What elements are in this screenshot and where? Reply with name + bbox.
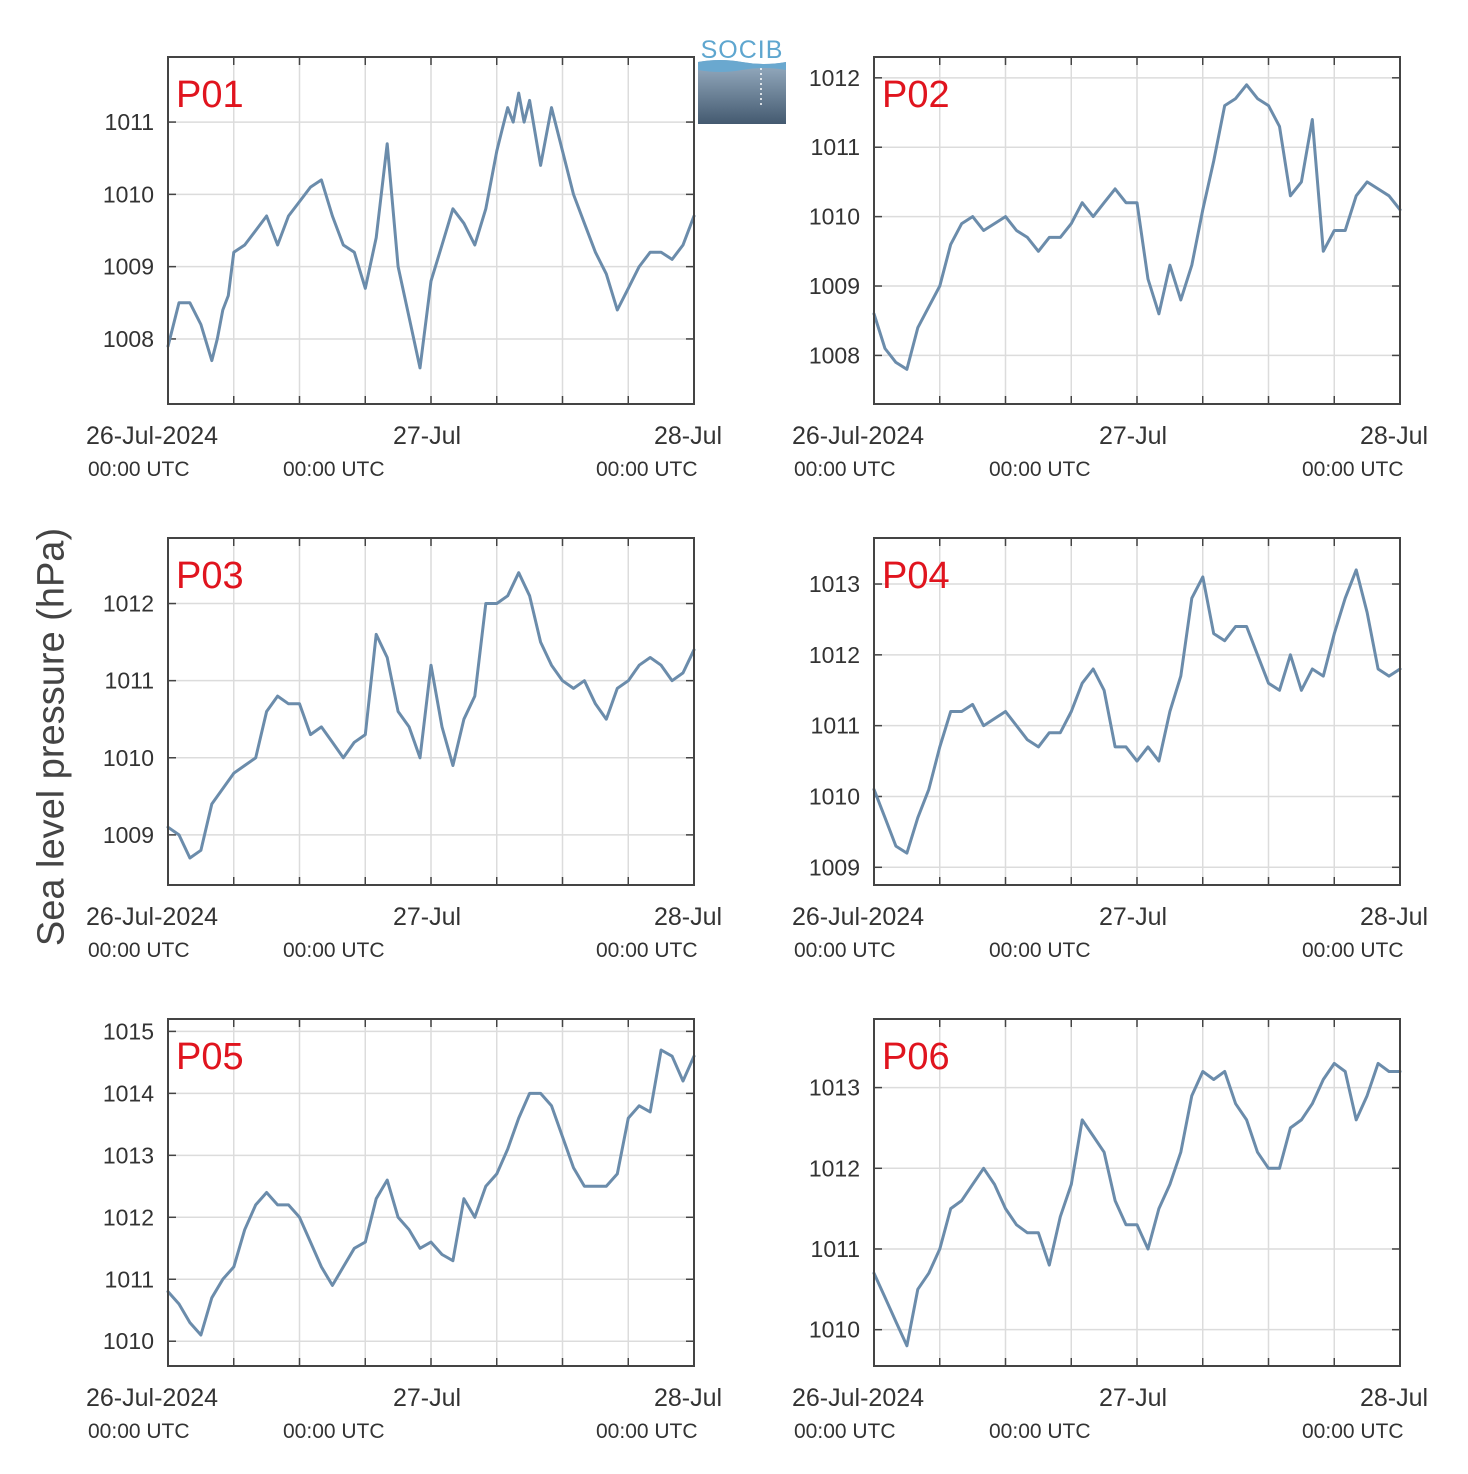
y-tick-label: 1012	[809, 642, 860, 668]
y-tick-label: 1010	[103, 181, 154, 207]
x-tick-date-label: 28-Jul	[654, 422, 722, 450]
x-tick-time-label: 00:00 UTC	[794, 1420, 896, 1443]
y-tick-label: 1010	[103, 1328, 154, 1354]
socib-logo: SOCIB	[698, 36, 786, 124]
y-tick-label: 1008	[103, 326, 154, 352]
x-tick-time-label: 00:00 UTC	[794, 458, 896, 481]
x-tick-date-label: 26-Jul-2024	[792, 422, 924, 450]
x-tick-time-label: 00:00 UTC	[596, 1420, 698, 1443]
y-tick-label: 1010	[103, 745, 154, 771]
y-tick-label: 1009	[809, 273, 860, 299]
plot-frame	[167, 1018, 695, 1367]
y-tick-label: 1011	[105, 668, 154, 694]
station-label: P02	[882, 74, 950, 116]
x-tick-date-label: 27-Jul	[393, 1384, 461, 1412]
x-tick-time-label: 00:00 UTC	[989, 458, 1091, 481]
series-line-p02	[872, 83, 1402, 371]
station-label: P05	[176, 1036, 244, 1078]
y-tick-label: 1011	[811, 134, 860, 160]
x-tick-date-label: 26-Jul-2024	[86, 1384, 218, 1412]
y-tick-label: 1009	[809, 854, 860, 880]
logo-wave-icon	[698, 60, 786, 124]
x-tick-date-label: 28-Jul	[1360, 1384, 1428, 1412]
x-tick-time-label: 00:00 UTC	[596, 939, 698, 962]
x-tick-time-label: 00:00 UTC	[794, 939, 896, 962]
panel-p05: 1010 1011 1012 1013 1014 1015 P05 26-Jul-2024 00…	[86, 1018, 722, 1443]
y-tick-label: 1011	[811, 713, 860, 739]
x-tick-date-label: 27-Jul	[393, 422, 461, 450]
y-tick-label: 1012	[809, 1155, 860, 1181]
x-tick-date-label: 28-Jul	[654, 903, 722, 931]
x-tick-date-label: 28-Jul	[1360, 422, 1428, 450]
panel-p06: 1010 1011 1012 1013 P06 26-Jul-2024 00:00 UTC 2…	[792, 1018, 1428, 1443]
plot-frame	[167, 537, 695, 886]
x-tick-date-label: 26-Jul-2024	[86, 422, 218, 450]
station-label: P04	[882, 555, 950, 597]
panel-p04: 1009 1010 1011 1012 1013 P04 26-Jul-2024 00:00 …	[792, 537, 1428, 962]
y-tick-label: 1011	[811, 1236, 860, 1262]
x-tick-date-label: 28-Jul	[654, 1384, 722, 1412]
x-tick-time-label: 00:00 UTC	[88, 458, 190, 481]
y-tick-label: 1014	[103, 1080, 154, 1106]
x-tick-date-label: 26-Jul-2024	[792, 903, 924, 931]
y-tick-label: 1013	[809, 571, 860, 597]
x-tick-date-label: 26-Jul-2024	[86, 903, 218, 931]
y-tick-label: 1015	[103, 1018, 154, 1044]
x-tick-date-label: 27-Jul	[1099, 1384, 1167, 1412]
logo-text: SOCIB	[700, 36, 784, 64]
y-axis-label: Sea level pressure (hPa)	[30, 527, 73, 947]
x-tick-time-label: 00:00 UTC	[989, 939, 1091, 962]
series-line-p04	[872, 568, 1402, 855]
x-tick-time-label: 00:00 UTC	[596, 458, 698, 481]
x-tick-date-label: 28-Jul	[1360, 903, 1428, 931]
x-tick-time-label: 00:00 UTC	[1302, 939, 1404, 962]
y-tick-label: 1010	[809, 1317, 860, 1343]
y-tick-label: 1009	[103, 822, 154, 848]
panel-p03: 1009 1010 1011 1012 P03 26-Jul-2024 00:00 UTC 2…	[86, 537, 722, 962]
station-label: P03	[176, 555, 244, 597]
x-tick-date-label: 26-Jul-2024	[792, 1384, 924, 1412]
station-label: P06	[882, 1036, 950, 1078]
series-line-p01	[166, 91, 696, 370]
station-label: P01	[176, 74, 244, 116]
x-tick-time-label: 00:00 UTC	[88, 1420, 190, 1443]
x-tick-date-label: 27-Jul	[1099, 422, 1167, 450]
y-tick-label: 1012	[103, 591, 154, 617]
series-line-p05	[166, 1048, 696, 1337]
y-tick-label: 1011	[105, 109, 154, 135]
series-line-p06	[872, 1061, 1402, 1348]
panel-p01: 1008 1009 1010 1011 P01 26-Jul-2024 00:00 UTC 2…	[86, 56, 722, 481]
y-tick-label: 1012	[809, 65, 860, 91]
x-tick-time-label: 00:00 UTC	[283, 939, 385, 962]
x-tick-date-label: 27-Jul	[393, 903, 461, 931]
x-tick-time-label: 00:00 UTC	[283, 458, 385, 481]
y-tick-label: 1008	[809, 342, 860, 368]
x-tick-time-label: 00:00 UTC	[88, 939, 190, 962]
y-tick-label: 1010	[809, 783, 860, 809]
plot-frame	[167, 56, 695, 405]
y-tick-label: 1009	[103, 254, 154, 280]
y-tick-label: 1013	[103, 1142, 154, 1168]
x-tick-time-label: 00:00 UTC	[989, 1420, 1091, 1443]
y-tick-label: 1010	[809, 204, 860, 230]
plot-frame	[873, 537, 1401, 886]
plot-frame	[873, 1018, 1401, 1367]
x-tick-date-label: 27-Jul	[1099, 903, 1167, 931]
panel-p02: 1008 1009 1010 1011 1012 P02 26-Jul-2024 00:00 …	[792, 56, 1428, 481]
x-tick-time-label: 00:00 UTC	[1302, 1420, 1404, 1443]
y-tick-label: 1013	[809, 1075, 860, 1101]
plot-frame	[873, 56, 1401, 405]
y-tick-label: 1012	[103, 1204, 154, 1230]
y-tick-label: 1011	[105, 1266, 154, 1292]
x-tick-time-label: 00:00 UTC	[1302, 458, 1404, 481]
series-line-p03	[166, 571, 696, 860]
x-tick-time-label: 00:00 UTC	[283, 1420, 385, 1443]
